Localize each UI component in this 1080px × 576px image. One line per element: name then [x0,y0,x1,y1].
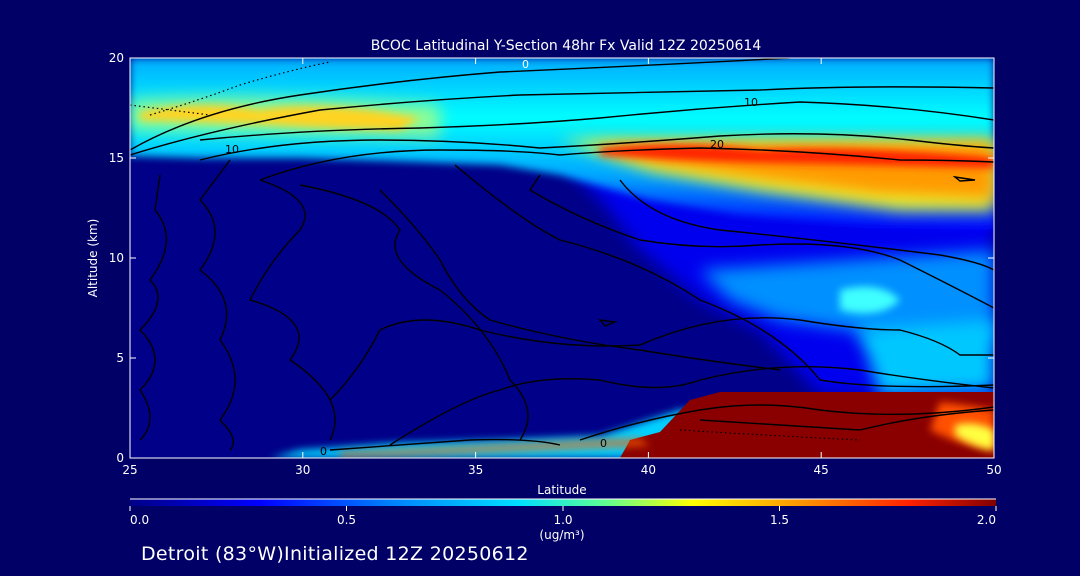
concentration-field [130,58,994,458]
mid-cyan-blob [840,286,900,314]
contour-labels: 0 10 20 10 0 0 [225,58,758,458]
x-axis-label: Latitude [537,483,586,497]
dotted-contour-line [130,104,211,116]
stratospheric-yellow-layer [130,96,440,138]
contour-line [199,133,994,161]
x-tick-label: 25 [122,463,137,477]
lower-cyan-region [860,320,994,395]
x-axis: 25 30 35 40 45 50 [122,58,1002,477]
y-tick-label: 5 [116,351,124,365]
contour-line [598,319,618,327]
colorbar-units: (ug/m³) [539,528,584,542]
x-tick-label: 30 [295,463,310,477]
colorbar-tick-label: 1.5 [770,513,789,527]
contour-line [529,174,994,309]
x-tick-label: 50 [986,463,1001,477]
y-axis-label: Altitude (km) [86,219,100,298]
contour-line [619,179,994,271]
chart-title: BCOC Latitudinal Y-Section 48hr Fx Valid… [371,38,762,54]
contour-line [379,189,781,371]
y-tick-label: 0 [116,451,124,465]
x-tick-label: 40 [641,463,656,477]
dotted-contours [130,61,861,441]
contour-label: 20 [710,138,724,151]
contour-label: 10 [225,143,239,156]
contour-line [952,175,976,182]
contour-label: 0 [600,437,607,450]
upper-red-core [600,144,994,168]
contour-line [699,409,994,431]
colorbar [130,499,996,506]
contour-line [389,365,994,446]
dotted-contour-line [149,61,331,116]
contour-line [199,101,994,141]
contour-line [329,438,561,451]
y-tick-label: 15 [109,151,124,165]
surface-yellow-core [955,423,994,450]
y-tick-label: 20 [109,51,124,65]
contour-line [579,404,994,441]
contour-line [259,147,994,181]
colorbar-tick-label: 1.0 [553,513,572,527]
y-tick-label: 10 [109,251,124,265]
colorbar-tick-label: 0.5 [337,513,356,527]
x-tick-label: 45 [814,463,829,477]
contour-line [454,164,994,388]
x-tick-label: 35 [468,463,483,477]
contour-line [299,184,529,441]
footer-caption: Detroit (83°W)Initialized 12Z 20250612 [141,543,529,565]
contour-line [139,174,167,441]
contour-label: 0 [320,445,327,458]
surface-orange-strip [340,438,650,458]
colorbar-tick-label: 0.0 [130,513,149,527]
contour-line [130,86,994,156]
contour-lines [130,58,994,451]
contour-line [248,179,336,441]
colorbar-ticks: 0.0 0.5 1.0 1.5 2.0 [129,506,997,527]
y-axis: 0 5 10 15 20 [109,51,994,465]
colorbar-tick-label: 2.0 [977,513,996,527]
contour-label: 10 [744,96,758,109]
contour-line [329,317,994,401]
contour-line [130,58,791,151]
contour-label: 0 [522,58,529,71]
contour-line [199,159,236,451]
